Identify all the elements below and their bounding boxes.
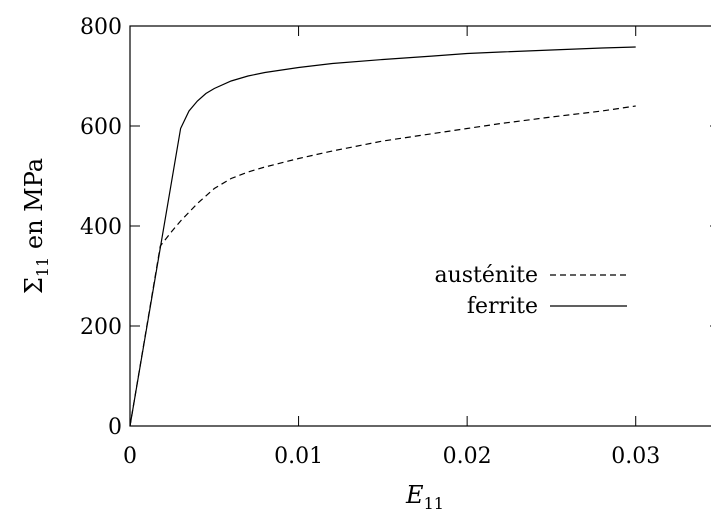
y-tick-label: 800	[80, 15, 122, 40]
x-axis-label: E11	[405, 481, 444, 513]
y-ticks: 0 200 400 600 800	[80, 15, 711, 440]
legend-label: austénite	[434, 263, 538, 288]
series-line-ferrite	[129, 46, 636, 427]
x-tick-label: 0.01	[274, 444, 323, 469]
x-tick-label: 0	[123, 444, 137, 469]
y-tick-label: 200	[80, 315, 122, 340]
y-tick-label: 400	[80, 215, 122, 240]
series-line-austénite	[129, 105, 636, 427]
y-tick-label: 0	[108, 415, 122, 440]
x-tick-label: 0.02	[443, 444, 492, 469]
legend-label: ferrite	[467, 294, 538, 319]
y-tick-label: 600	[80, 115, 122, 140]
y-axis-label: Σ11 en MPa	[20, 158, 52, 294]
series-group	[129, 46, 636, 427]
x-ticks: 0 0.01 0.02 0.03	[123, 26, 660, 469]
legend: austénite ferrite	[434, 263, 627, 319]
plot-frame	[129, 25, 711, 427]
x-tick-label: 0.03	[611, 444, 660, 469]
